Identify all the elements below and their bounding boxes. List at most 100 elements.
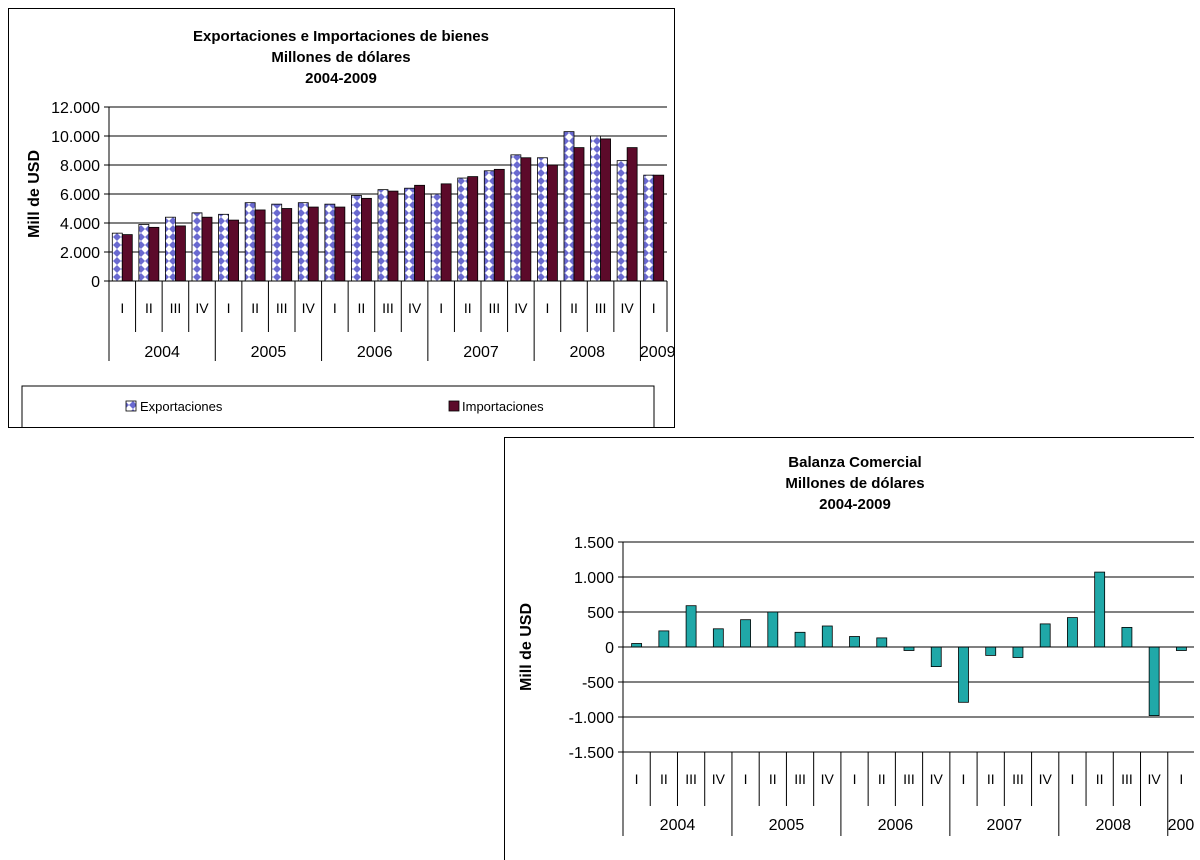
exportaciones-bar [297, 202, 309, 282]
balance-bar [985, 646, 997, 656]
exports-imports-chart: Exportaciones e Importaciones de bienes M… [21, 28, 675, 427]
year-label: 2007 [463, 344, 499, 361]
importaciones-bar [493, 168, 505, 282]
legend-label-importaciones: Importaciones [462, 399, 544, 414]
exportaciones-bar [643, 174, 655, 282]
axes [618, 541, 1194, 836]
balance-bar [658, 630, 670, 648]
y-tick-label: 10.000 [51, 129, 100, 146]
y-tick-label: -1.000 [569, 710, 614, 727]
importaciones-bar [520, 157, 532, 282]
exportaciones-bar [191, 212, 203, 282]
y-tick-label: 0 [605, 640, 614, 657]
category-label: IV [821, 771, 835, 787]
year-label: 2004 [660, 817, 696, 834]
exportaciones-bar [138, 224, 150, 282]
category-label: IV [408, 300, 422, 316]
bars [111, 131, 665, 282]
category-label: II [570, 300, 578, 316]
legend-swatch-importaciones [448, 400, 460, 412]
axes [104, 106, 668, 361]
category-label: II [145, 300, 153, 316]
balance-bar [767, 611, 779, 648]
axis-labels: -1.500 -1.000 -500 0 500 1.000 1.500 Mill de US… [518, 535, 1194, 834]
legend: Exportaciones Importaciones [21, 385, 655, 427]
importaciones-bar [573, 147, 585, 282]
exportaciones-bar [563, 131, 575, 282]
exportaciones-bar [616, 160, 628, 282]
importaciones-bar [467, 176, 479, 282]
balance-bar [1148, 646, 1160, 716]
balance-bar [1094, 571, 1106, 648]
category-label: I [1179, 771, 1183, 787]
exportaciones-bar [111, 232, 123, 282]
importaciones-bar [414, 184, 425, 282]
balance-bar [1012, 646, 1024, 658]
exportaciones-bar [377, 189, 389, 282]
category-label: III [276, 300, 288, 316]
y-tick-label: 1.500 [574, 535, 614, 552]
category-label: I [635, 771, 639, 787]
category-label: IV [712, 771, 726, 787]
title-line-3: 2004-2009 [819, 496, 891, 513]
category-label: II [660, 771, 668, 787]
exports-imports-chart-panel: Exportaciones e Importaciones de bienes M… [8, 8, 675, 428]
y-tick-label: 2.000 [60, 245, 100, 262]
balance-bar [930, 646, 942, 668]
exportaciones-bar [218, 213, 229, 282]
importaciones-bar [307, 206, 319, 282]
exportaciones-bar [165, 216, 176, 282]
exportaciones-bar [590, 135, 601, 282]
exportaciones-bar [510, 154, 522, 282]
category-label: III [488, 300, 500, 316]
year-label: 2008 [1095, 817, 1131, 834]
importaciones-bar [254, 209, 266, 282]
category-label: III [903, 771, 915, 787]
importaciones-bar [228, 219, 239, 282]
importaciones-bar [600, 138, 611, 282]
category-label: II [358, 300, 366, 316]
year-label: 2006 [878, 817, 914, 834]
y-tick-label: -1.500 [569, 745, 614, 762]
importaciones-bar [626, 147, 638, 282]
balance-bar [849, 636, 860, 648]
importaciones-bar [281, 208, 293, 282]
category-label: I [545, 300, 549, 316]
importaciones-bar [387, 190, 399, 282]
category-label: II [769, 771, 777, 787]
importaciones-bar [547, 164, 558, 282]
chart-title: Balanza Comercial Millones de dólares 2004… [785, 454, 924, 513]
year-label: 2006 [357, 344, 393, 361]
balance-bar [631, 643, 643, 648]
importaciones-bar [440, 183, 452, 282]
importaciones-bar [148, 226, 160, 282]
y-tick-label: 1.000 [574, 570, 614, 587]
category-label: I [853, 771, 857, 787]
trade-balance-chart-panel: Balanza Comercial Millones de dólares 2004… [504, 437, 1194, 860]
year-label: 2009 [640, 344, 675, 361]
y-axis-title: Mill de USD [26, 150, 43, 238]
category-label: II [987, 771, 995, 787]
category-label: II [1096, 771, 1104, 787]
title-line-3: 2004-2009 [305, 70, 377, 87]
year-label: 2009 [1168, 817, 1194, 834]
y-axis-title: Mill de USD [518, 603, 535, 691]
category-label: I [652, 300, 656, 316]
exportaciones-bar [430, 193, 442, 282]
y-tick-label: 500 [587, 605, 614, 622]
y-tick-label: -500 [582, 675, 614, 692]
category-label: IV [195, 300, 209, 316]
category-label: I [1070, 771, 1074, 787]
exportaciones-bar [537, 157, 548, 282]
y-tick-label: 12.000 [51, 100, 100, 117]
importaciones-bar [201, 216, 213, 282]
balance-bar [821, 625, 833, 648]
category-label: III [1012, 771, 1024, 787]
exportaciones-bar [244, 202, 256, 282]
category-label: III [382, 300, 394, 316]
y-tick-label: 0 [91, 274, 100, 291]
category-label: I [744, 771, 748, 787]
y-tick-label: 8.000 [60, 158, 100, 175]
balance-bar [876, 637, 888, 648]
exportaciones-bar [483, 170, 495, 282]
